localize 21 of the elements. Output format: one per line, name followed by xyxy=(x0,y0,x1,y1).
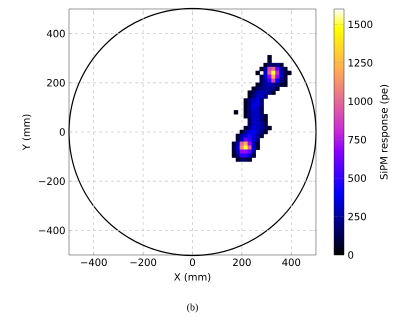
y-tick-label: 200 xyxy=(47,79,65,87)
x-tick-label: 200 xyxy=(233,258,251,266)
color-bar-label: 750 xyxy=(348,136,366,144)
x-tick-label: −400 xyxy=(81,258,107,266)
y-tick-label: 400 xyxy=(46,30,65,38)
color-bar-label: 250 xyxy=(348,212,366,220)
color-bar-title: SiPM response (pe) xyxy=(380,84,390,180)
y-axis-title: Y (mm) xyxy=(22,114,32,150)
x-tick-label: 0 xyxy=(190,258,196,266)
x-tick-label: −200 xyxy=(130,258,156,266)
color-bar-label: 0 xyxy=(348,251,354,259)
y-tick-label: −400 xyxy=(39,226,65,234)
x-axis-title: X (mm) xyxy=(174,272,210,282)
color-bar-label: 1500 xyxy=(348,20,372,28)
x-tick-label: 400 xyxy=(282,258,300,266)
text: (b) xyxy=(187,303,198,313)
color-bar-label: 1000 xyxy=(348,97,372,106)
y-tick-label: 0 xyxy=(60,128,65,136)
color-bar-label: 1250 xyxy=(348,59,372,67)
y-tick-label: −200 xyxy=(39,177,65,185)
color-bar-label: 500 xyxy=(348,174,366,182)
